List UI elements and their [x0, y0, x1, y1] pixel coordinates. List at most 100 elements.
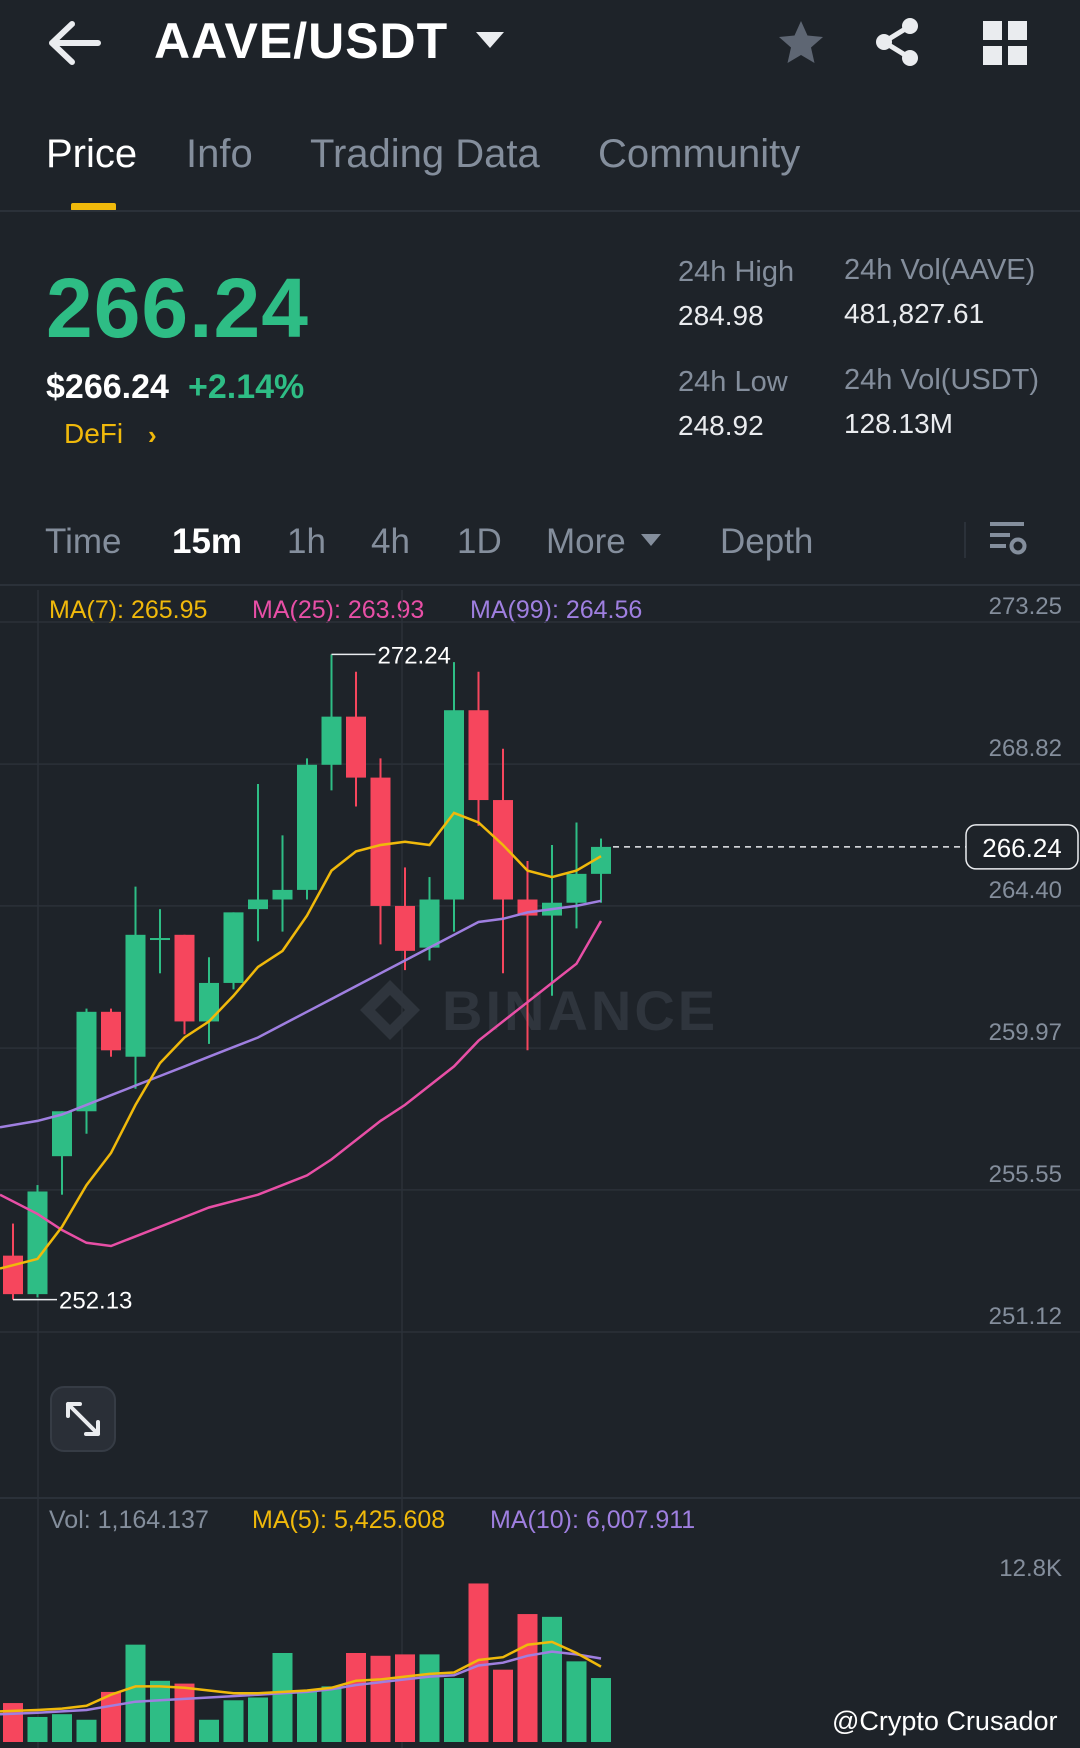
- candle-up: [419, 899, 440, 948]
- share-icon[interactable]: [872, 16, 922, 68]
- chart-settings-icon[interactable]: [988, 518, 1028, 558]
- volume-max-tick-label: 12.8K: [999, 1555, 1062, 1582]
- volume-bar: [76, 1719, 97, 1742]
- volume-bar: [468, 1583, 489, 1742]
- y-axis-tick-label: 259.97: [989, 1019, 1062, 1046]
- volume-bar: [591, 1678, 611, 1742]
- candle-up: [272, 889, 293, 900]
- interval-divider: [964, 522, 966, 558]
- candle-up: [444, 710, 464, 900]
- volume-bar: [321, 1686, 342, 1742]
- volume-bar: [125, 1644, 146, 1742]
- candle-up: [76, 1011, 97, 1112]
- low-24h-label: 24h Low: [678, 366, 788, 398]
- volume-bar: [199, 1719, 219, 1742]
- tab-info[interactable]: Info: [186, 132, 253, 176]
- tab-price[interactable]: Price: [46, 132, 138, 176]
- candle-up: [566, 873, 587, 903]
- pair-title[interactable]: AAVE/USDT: [154, 13, 449, 69]
- volume-bar: [52, 1714, 72, 1742]
- volume-bar: [174, 1683, 195, 1742]
- candle-up: [125, 934, 146, 1057]
- tab-community[interactable]: Community: [598, 132, 801, 176]
- ma7-label: MA(7): 265.95: [49, 596, 208, 624]
- volume-bar: [566, 1661, 587, 1742]
- volume-bar: [150, 1680, 170, 1742]
- y-axis-tick-label: 251.12: [989, 1303, 1062, 1330]
- category-tag[interactable]: DeFi: [64, 418, 124, 449]
- high-24h-label: 24h High: [678, 256, 795, 288]
- volume-ma5-line: [0, 1640, 602, 1713]
- candle-up: [223, 912, 244, 983]
- more-caret-down-icon[interactable]: [641, 534, 661, 546]
- candle-up: [297, 764, 317, 890]
- author-watermark: @Crypto Crusador: [832, 1706, 1058, 1736]
- volume-label: Vol: 1,164.137: [49, 1506, 209, 1534]
- back-arrow-icon[interactable]: [48, 18, 104, 68]
- price-change-percent: +2.14%: [188, 368, 305, 406]
- candle-up: [591, 846, 611, 874]
- interval-1h[interactable]: 1h: [287, 522, 326, 561]
- candle-down: [468, 710, 489, 801]
- binance-watermark-text: BINANCE: [442, 979, 718, 1042]
- expand-icon[interactable]: [50, 1386, 116, 1452]
- volume-ma10-line: [0, 1650, 602, 1716]
- volume-bar: [542, 1616, 562, 1742]
- volume-bar: [444, 1678, 464, 1742]
- candle-down: [370, 777, 391, 906]
- candle-up: [248, 899, 268, 910]
- interval-1d[interactable]: 1D: [457, 522, 502, 561]
- min-marker-label: 252.13: [59, 1288, 132, 1315]
- interval-time[interactable]: Time: [45, 522, 122, 561]
- tabs-divider: [0, 210, 1080, 212]
- candle-up: [199, 982, 219, 1022]
- low-24h-value: 248.92: [678, 410, 764, 441]
- volume-bar: [297, 1691, 317, 1742]
- volume-bar: [101, 1691, 121, 1742]
- vol-base-24h-label: 24h Vol(AAVE): [844, 254, 1036, 286]
- binance-logo-icon: [360, 980, 420, 1040]
- candle-up: [27, 1191, 48, 1295]
- volume-bar: [248, 1697, 268, 1742]
- usd-price: $266.24: [46, 368, 169, 406]
- last-price-tag: [965, 824, 1079, 870]
- last-price: 266.24: [46, 261, 309, 355]
- candle-down: [493, 800, 513, 900]
- tab-trading-data[interactable]: Trading Data: [310, 132, 540, 176]
- y-axis-tick-label: 273.25: [989, 593, 1062, 620]
- volume-chart[interactable]: 12.8K: [0, 1500, 1080, 1748]
- volume-bar: [370, 1655, 391, 1742]
- volume-bar: [223, 1700, 244, 1742]
- volume-bar: [3, 1703, 23, 1742]
- ma25-label: MA(25): 263.93: [252, 596, 425, 624]
- candle-up: [150, 938, 170, 941]
- active-tab-indicator: [71, 203, 116, 211]
- ma7-line: [0, 811, 602, 1270]
- y-axis-tick-label: 264.40: [989, 877, 1062, 904]
- interval-4h[interactable]: 4h: [371, 522, 410, 561]
- candle-down: [3, 1255, 23, 1295]
- y-axis-tick-label: 255.55: [989, 1161, 1062, 1188]
- candlestick-chart[interactable]: 273.25 268.82 264.40 259.97 255.55 251.12 BIN…: [0, 590, 1080, 1500]
- volume-bar: [517, 1614, 538, 1742]
- depth-tab[interactable]: Depth: [720, 522, 814, 561]
- grid-icon[interactable]: [982, 20, 1028, 66]
- volume-ma5-label: MA(5): 5,425.608: [252, 1506, 446, 1534]
- chart-top-divider: [0, 584, 1080, 586]
- volume-bar: [346, 1653, 366, 1742]
- volume-bar: [493, 1669, 513, 1742]
- vol-quote-24h-value: 128.13M: [844, 408, 953, 439]
- high-24h-value: 284.98: [678, 300, 764, 331]
- interval-15m[interactable]: 15m: [172, 522, 243, 561]
- star-icon[interactable]: [776, 18, 826, 68]
- chevron-right-icon[interactable]: ›: [148, 420, 157, 450]
- volume-bar: [272, 1653, 293, 1742]
- candle-up: [321, 716, 342, 765]
- interval-more[interactable]: More: [546, 522, 626, 561]
- caret-down-icon[interactable]: [476, 32, 504, 48]
- volume-bar: [419, 1654, 440, 1742]
- candle-up: [52, 1111, 72, 1157]
- y-axis-tick-label: 268.82: [989, 735, 1062, 762]
- volume-bar: [27, 1716, 48, 1742]
- volume-bar: [395, 1654, 415, 1742]
